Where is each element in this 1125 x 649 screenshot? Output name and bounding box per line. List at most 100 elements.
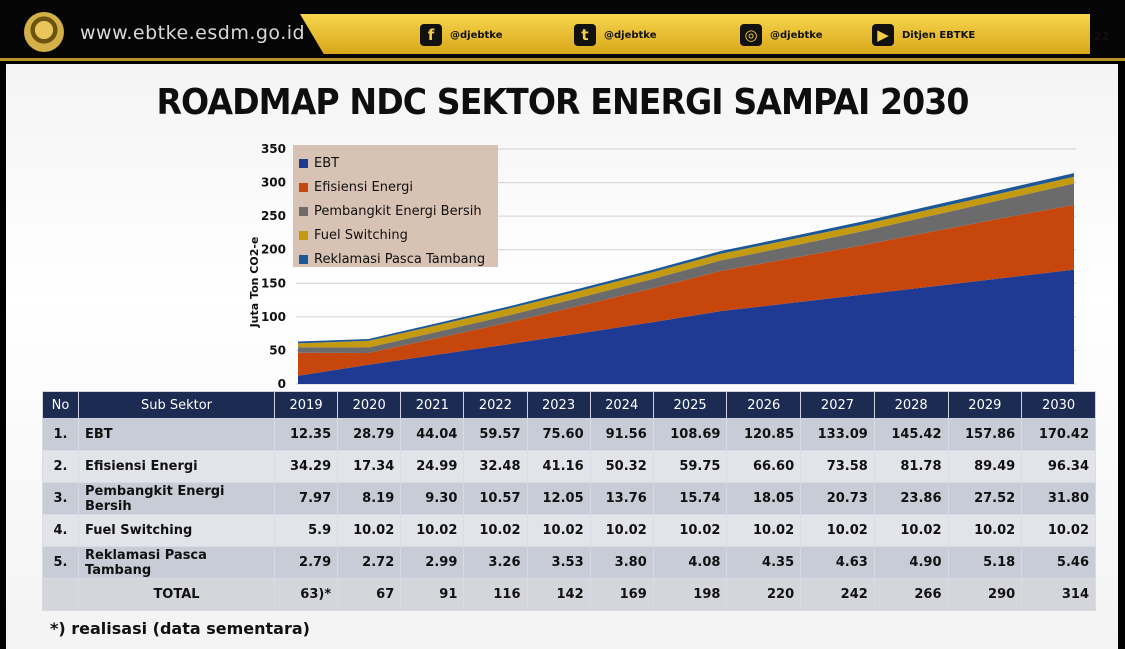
legend-swatch: [299, 158, 308, 168]
value-cell: 66.60: [726, 450, 802, 483]
value-cell: 3.80: [589, 546, 654, 579]
value-cell: 34.29: [273, 450, 339, 483]
instagram-link[interactable]: ◎ @djebtke: [740, 24, 822, 46]
area-series-1: [298, 204, 1074, 376]
value-cell: 59.57: [463, 418, 528, 451]
total-value-cell: 116: [463, 578, 528, 611]
value-cell: 4.35: [726, 546, 802, 579]
chart-areas: [298, 173, 1074, 384]
value-cell: 15.74: [652, 482, 728, 515]
total-value-cell: 91: [400, 578, 465, 611]
table-body: 1. EBT 12.35 28.79 44.04 59.57 75.60 91.56 108.6…: [42, 418, 1096, 611]
value-cell: 18.05: [726, 482, 802, 515]
table-header-row: No Sub Sektor 2019 2020 2021 2022 2023 2024 2025…: [42, 391, 1096, 419]
total-value-cell: 220: [726, 578, 802, 611]
y-tick-label: 50: [269, 343, 286, 357]
legend-label: Fuel Switching: [314, 227, 408, 243]
value-cell: 13.76: [589, 482, 654, 515]
legend-label: Pembangkit Energi Bersih: [314, 203, 482, 219]
value-cell: 3.53: [526, 546, 591, 579]
value-cell: 73.58: [800, 450, 875, 483]
value-cell: 3.26: [463, 546, 528, 579]
facebook-link[interactable]: f @djebtke: [420, 24, 502, 46]
value-cell: 10.02: [463, 514, 528, 547]
legend-swatch: [299, 230, 308, 240]
y-tick-label: 150: [261, 276, 286, 290]
legend-swatch: [299, 206, 308, 216]
value-cell: 133.09: [800, 418, 875, 451]
value-cell: 96.34: [1021, 450, 1096, 483]
value-cell: 5.18: [947, 546, 1023, 579]
column-header: Sub Sektor: [78, 391, 275, 419]
column-header: 2024: [589, 391, 654, 419]
value-cell: 20.73: [800, 482, 875, 515]
chart-y-axis: 0 50 100 150 200 250 300 350: [261, 142, 286, 391]
column-header: 2020: [337, 391, 402, 419]
y-axis-label: Juta Ton CO2-e: [248, 237, 261, 329]
column-header: 2027: [800, 391, 875, 419]
youtube-handle: Ditjen EBTKE: [902, 29, 976, 41]
twitter-handle: @djebtke: [604, 29, 657, 41]
value-cell: 145.42: [873, 418, 949, 451]
row-number: 4.: [42, 514, 79, 547]
value-cell: 81.78: [873, 450, 949, 483]
column-header: 2023: [526, 391, 591, 419]
value-cell: 8.19: [337, 482, 402, 515]
page-number: 22: [1094, 30, 1110, 43]
row-number: 2.: [42, 450, 79, 483]
sub-sektor-cell: Reklamasi Pasca Tambang: [78, 546, 275, 579]
value-cell: 2.99: [400, 546, 465, 579]
row-number: 3.: [42, 482, 79, 515]
value-cell: 23.86: [873, 482, 949, 515]
value-cell: 4.08: [652, 546, 728, 579]
column-header: 2019: [273, 391, 339, 419]
total-value-cell: 266: [873, 578, 949, 611]
facebook-icon: f: [420, 24, 442, 46]
y-tick-label: 300: [261, 176, 286, 190]
value-cell: 10.02: [800, 514, 875, 547]
area-series-0: [298, 269, 1074, 384]
value-cell: 59.75: [652, 450, 728, 483]
value-cell: 44.04: [400, 418, 465, 451]
instagram-handle: @djebtke: [770, 29, 823, 41]
column-header: 2028: [873, 391, 949, 419]
value-cell: 4.90: [873, 546, 949, 579]
value-cell: 41.16: [526, 450, 591, 483]
value-cell: 17.34: [337, 450, 402, 483]
total-value-cell: 67: [337, 578, 402, 611]
y-tick-label: 100: [261, 310, 286, 324]
value-cell: 120.85: [726, 418, 802, 451]
value-cell: 170.42: [1021, 418, 1096, 451]
legend-item: Fuel Switching: [299, 223, 492, 247]
legend-item: Reklamasi Pasca Tambang: [299, 247, 492, 271]
table-row: 2. Efisiensi Energi 34.29 17.34 24.99 32.48 41…: [42, 450, 1096, 483]
y-tick-label: 200: [261, 243, 286, 257]
value-cell: 75.60: [526, 418, 591, 451]
value-cell: 2.79: [273, 546, 339, 579]
sub-sektor-cell: EBT: [78, 418, 275, 451]
total-value-cell: 169: [589, 578, 654, 611]
value-cell: 50.32: [589, 450, 654, 483]
value-cell: 89.49: [947, 450, 1023, 483]
value-cell: 10.02: [652, 514, 728, 547]
value-cell: 10.02: [337, 514, 402, 547]
value-cell: 10.02: [947, 514, 1023, 547]
total-value-cell: 314: [1021, 578, 1096, 611]
site-url[interactable]: www.ebtke.esdm.go.id: [80, 22, 306, 44]
twitter-link[interactable]: t @djebtke: [574, 24, 656, 46]
legend-label: EBT: [314, 155, 340, 171]
value-cell: 10.02: [400, 514, 465, 547]
total-value-cell: 242: [800, 578, 875, 611]
youtube-link[interactable]: ▶ Ditjen EBTKE: [872, 24, 975, 46]
chart-legend: EBT Efisiensi Energi Pembangkit Energi Ber…: [293, 145, 498, 267]
table-row: 1. EBT 12.35 28.79 44.04 59.57 75.60 91.56 108.6…: [42, 418, 1096, 451]
legend-swatch: [299, 182, 308, 192]
slide-title: ROADMAP NDC SEKTOR ENERGI SAMPAI 2030: [156, 82, 969, 123]
value-cell: 7.97: [273, 482, 339, 515]
value-cell: 10.02: [589, 514, 654, 547]
legend-swatch: [299, 254, 308, 264]
value-cell: 10.57: [463, 482, 528, 515]
y-tick-label: 250: [261, 209, 286, 223]
value-cell: 31.80: [1021, 482, 1096, 515]
value-cell: 24.99: [400, 450, 465, 483]
